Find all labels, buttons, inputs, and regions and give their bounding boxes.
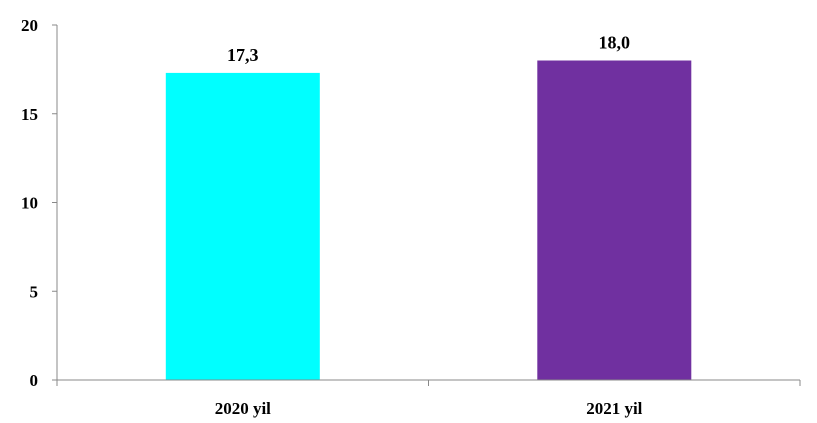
bars-layer [165,60,692,381]
bar [165,72,320,381]
data-label: 18,0 [599,33,631,53]
y-tick-label: 5 [30,282,39,301]
data-label: 17,3 [227,45,259,65]
x-tick-label: 2020 yil [215,399,271,418]
y-tick-label: 0 [30,371,39,390]
y-tick-label: 10 [21,194,38,213]
y-tick-label: 20 [21,16,38,35]
y-tick-label: 15 [21,105,38,124]
x-tick-label: 2021 yil [586,399,642,418]
labels-layer: 17,3 2020 yil 18,0 2021 yil 0 5 10 15 20 [21,16,643,418]
axis-layer [52,24,801,386]
bar [537,60,692,380]
